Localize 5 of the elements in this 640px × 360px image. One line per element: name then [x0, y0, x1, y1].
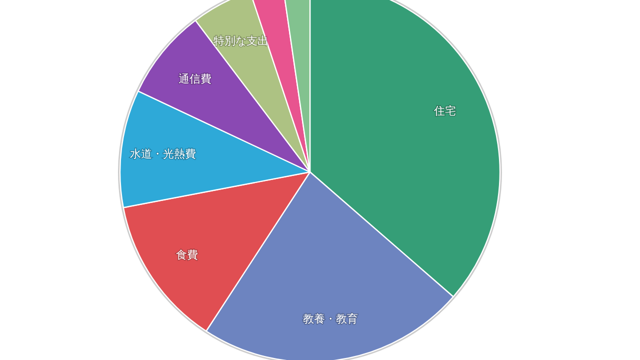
- slice-label: 教養・教育: [302, 312, 358, 326]
- slice-label: 水道・光熱費: [130, 147, 196, 160]
- slice-label: 住宅: [434, 104, 456, 118]
- slice-label: 通信費: [178, 72, 212, 86]
- slice-label: 食費: [176, 248, 198, 262]
